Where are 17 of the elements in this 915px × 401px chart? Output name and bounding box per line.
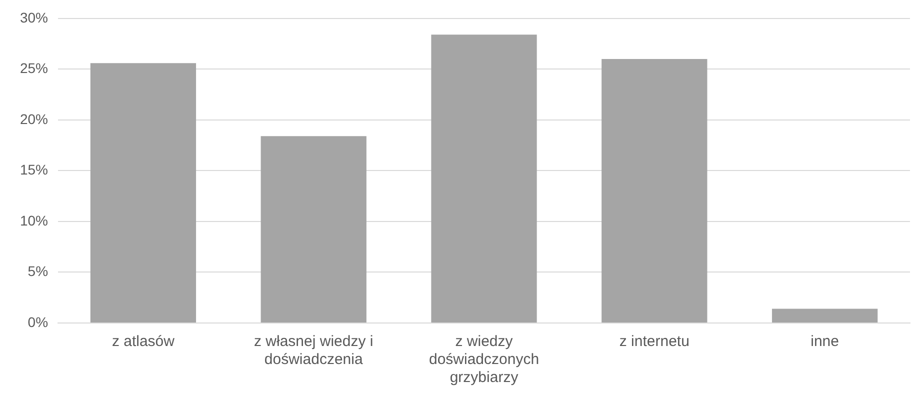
x-tick-label: z wiedzy doświadczonych grzybiarzy — [428, 333, 540, 386]
x-tick-label: z własnej wiedzy i doświadczenia — [254, 333, 374, 368]
y-tick-label: 30% — [20, 9, 48, 26]
bar — [431, 34, 537, 322]
bar — [90, 63, 196, 322]
y-tick-label: 0% — [28, 314, 48, 330]
bar — [602, 59, 708, 322]
bar — [772, 308, 878, 322]
x-tick-label: z internetu — [619, 333, 690, 350]
y-tick-label: 20% — [20, 110, 48, 127]
y-tick-label: 10% — [20, 212, 48, 228]
y-tick-label: 5% — [28, 263, 48, 280]
y-tick-label: 15% — [20, 162, 48, 178]
x-tick-label: inne — [810, 333, 839, 350]
bar — [260, 136, 366, 322]
x-tick-label: z atlasów — [112, 333, 175, 350]
y-tick-label: 25% — [20, 60, 48, 76]
